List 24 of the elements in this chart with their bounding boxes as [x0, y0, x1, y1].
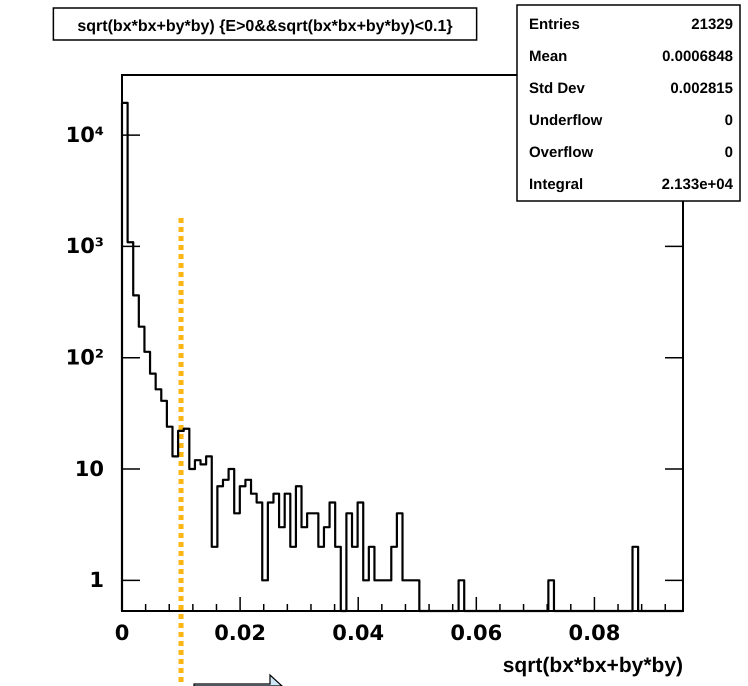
annotation: Integral	[529, 176, 584, 193]
x-tick-label: 0.06	[450, 620, 502, 645]
annotation: 0.002815	[670, 80, 733, 97]
y-tick-label: 10³	[66, 234, 104, 258]
y-tick-label: 10	[74, 456, 104, 481]
x-tick-label: 0.04	[332, 620, 384, 645]
text: 21329	[691, 16, 733, 33]
x-tick-label: 0.08	[568, 620, 620, 645]
x-tick-label: 0	[114, 620, 130, 645]
text: Entries	[529, 16, 580, 33]
y-tick-label: 1	[89, 568, 104, 592]
annotation: Overflow	[529, 144, 594, 161]
text: Mean	[529, 48, 568, 65]
y-tick-label: 10⁴	[66, 122, 104, 147]
annotation: Std Dev	[529, 80, 586, 97]
text: 0.0006848	[662, 48, 733, 65]
annotation: Underflow	[529, 112, 603, 129]
chart-title: sqrt(bx*bx+by*by) {E>0&&sqrt(bx*bx+by*by)<0.1}	[77, 18, 453, 35]
y-tick-label: 10²	[66, 345, 104, 370]
text: 0	[724, 144, 733, 161]
annotation: 2.133e+04	[662, 176, 734, 193]
x-axis-title: sqrt(bx*bx+by*by)	[502, 654, 683, 677]
text: 0	[724, 112, 733, 129]
x-tick-label: 0.02	[214, 620, 266, 645]
